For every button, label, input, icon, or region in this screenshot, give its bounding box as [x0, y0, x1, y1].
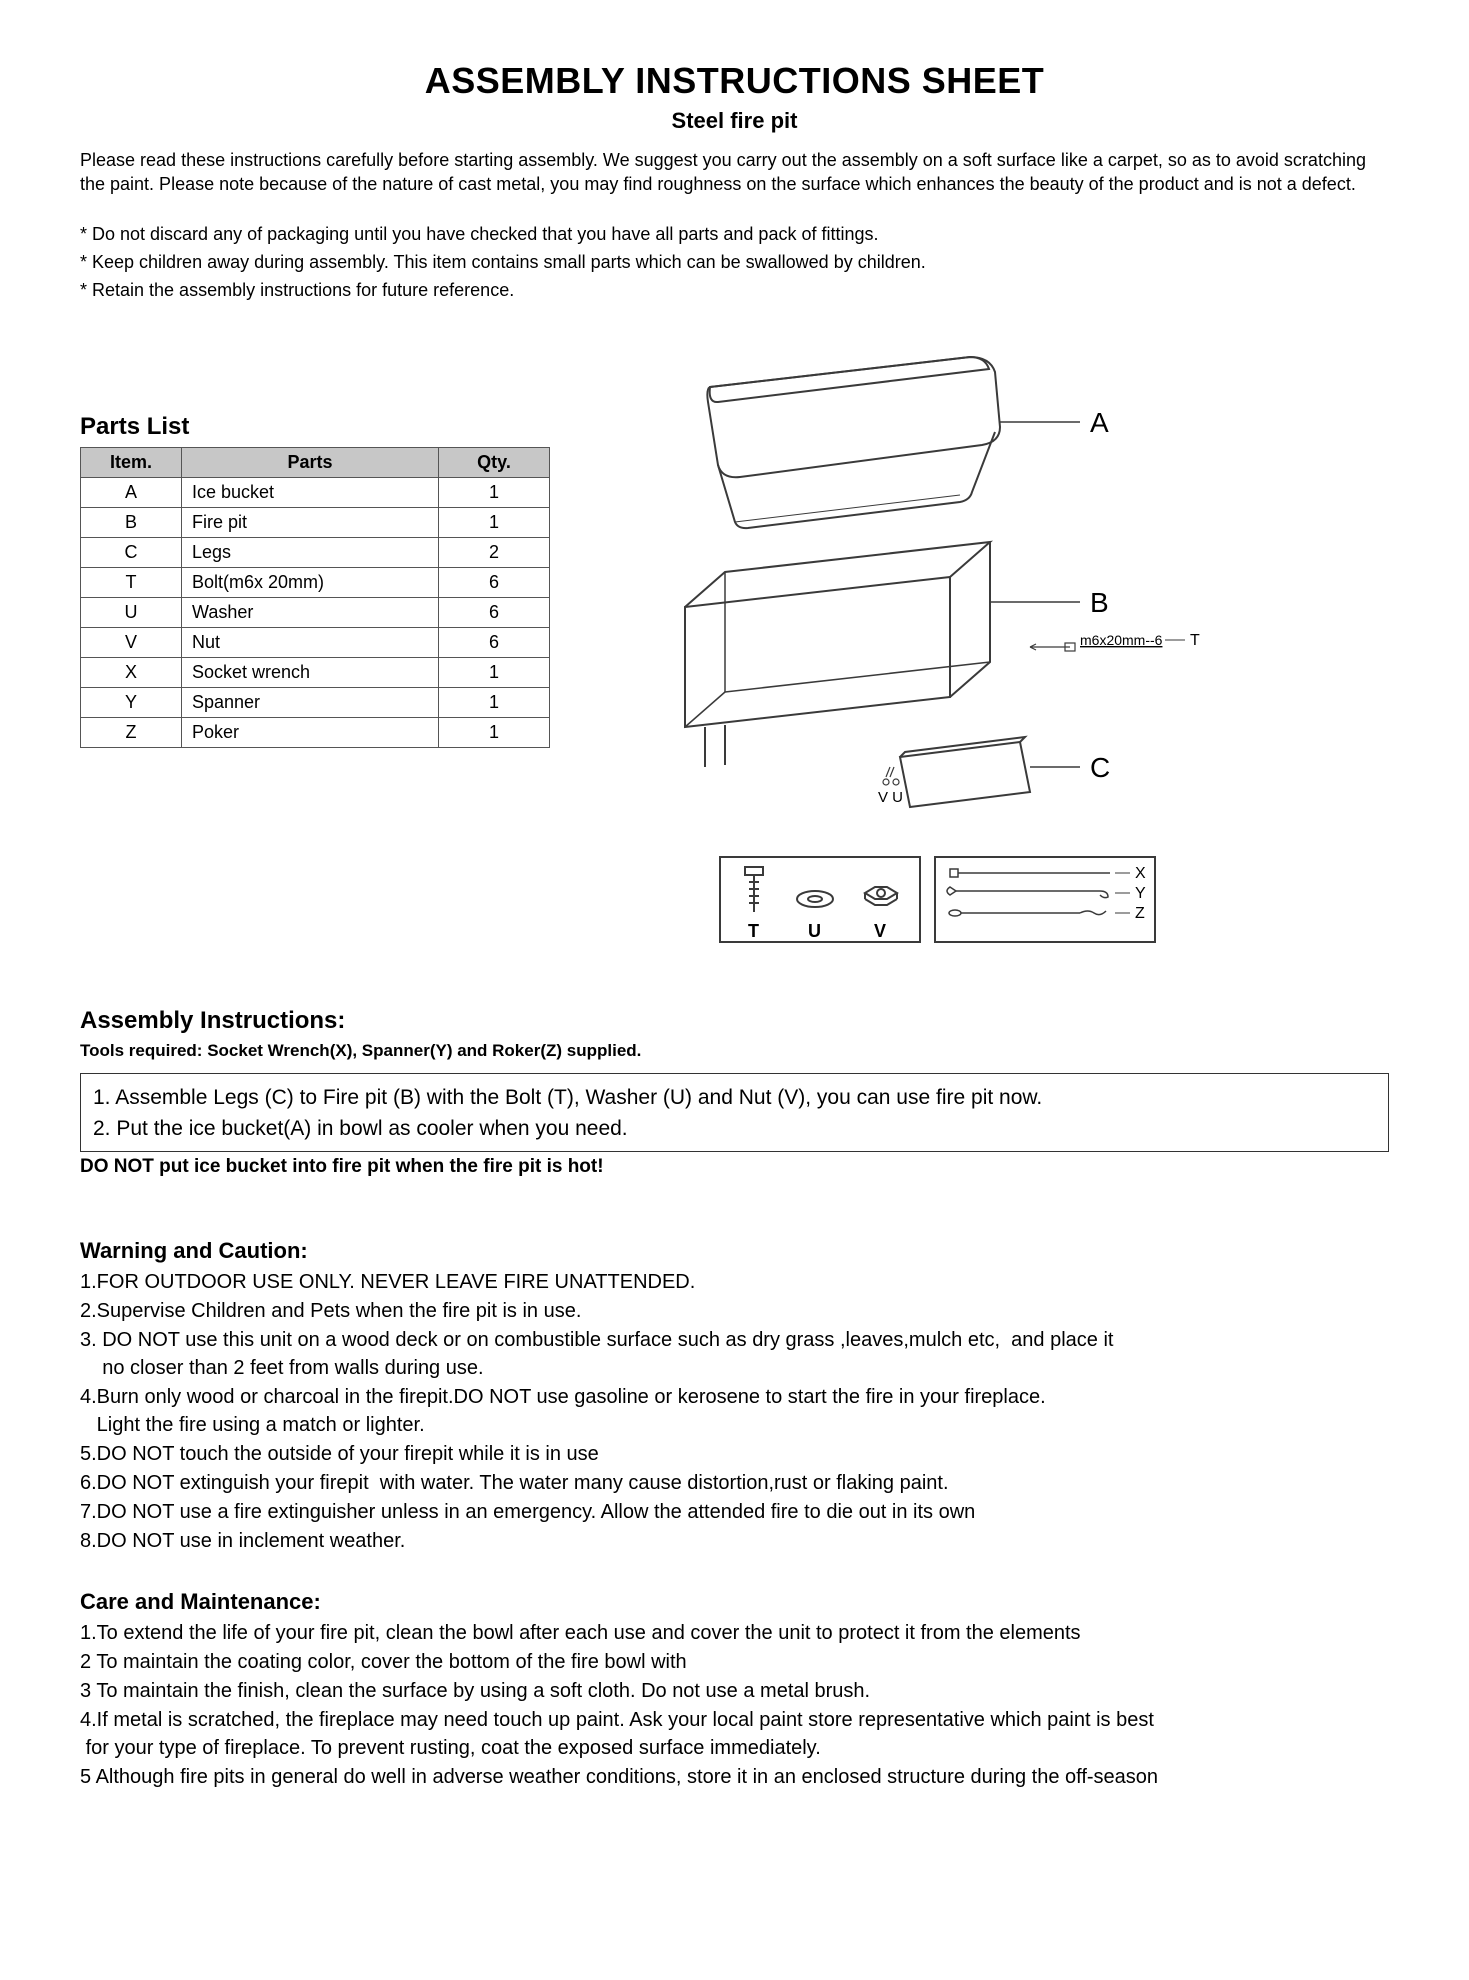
- cell-item: U: [81, 597, 182, 627]
- tools-required: Tools required: Socket Wrench(X), Spanne…: [80, 1041, 1389, 1061]
- note-line: * Do not discard any of packaging until …: [80, 221, 1389, 247]
- table-row: ZPoker1: [81, 717, 550, 747]
- col-parts: Parts: [182, 447, 439, 477]
- label-t: T: [748, 921, 759, 941]
- care-item: 1.To extend the life of your fire pit, c…: [80, 1619, 1389, 1647]
- warning-item: 1.FOR OUTDOOR USE ONLY. NEVER LEAVE FIRE…: [80, 1268, 1389, 1296]
- fire-pit-icon: [685, 542, 990, 767]
- cell-part: Ice bucket: [182, 477, 439, 507]
- warning-item: 2.Supervise Children and Pets when the f…: [80, 1297, 1389, 1325]
- bolt-spec: m6x20mm--6: [1080, 632, 1163, 648]
- label-v: V: [874, 921, 886, 941]
- cell-part: Washer: [182, 597, 439, 627]
- parts-list-heading: Parts List: [80, 413, 550, 441]
- cell-item: B: [81, 507, 182, 537]
- warning-item: 4.Burn only wood or charcoal in the fire…: [80, 1383, 1389, 1439]
- cell-qty: 6: [439, 597, 550, 627]
- cell-item: V: [81, 627, 182, 657]
- note-line: * Keep children away during assembly. Th…: [80, 249, 1389, 275]
- table-header-row: Item. Parts Qty.: [81, 447, 550, 477]
- care-item: 5 Although fire pits in general do well …: [80, 1763, 1389, 1791]
- document-page: ASSEMBLY INSTRUCTIONS SHEET Steel fire p…: [0, 0, 1469, 1980]
- label-u: U: [808, 921, 821, 941]
- cell-part: Spanner: [182, 687, 439, 717]
- table-row: UWasher6: [81, 597, 550, 627]
- label-y: Y: [1135, 885, 1146, 902]
- page-subtitle: Steel fire pit: [80, 108, 1389, 134]
- label-x: X: [1135, 865, 1146, 882]
- parts-and-diagram: Parts List Item. Parts Qty. AIce bucket1…: [80, 343, 1389, 987]
- cell-item: X: [81, 657, 182, 687]
- bolt-icon: [1030, 643, 1075, 651]
- cell-item: Z: [81, 717, 182, 747]
- table-row: CLegs2: [81, 537, 550, 567]
- cell-qty: 1: [439, 717, 550, 747]
- care-heading: Care and Maintenance:: [80, 1589, 1389, 1615]
- assembly-diagram: A B: [590, 347, 1310, 987]
- label-b: B: [1090, 587, 1109, 618]
- care-list: 1.To extend the life of your fire pit, c…: [80, 1619, 1389, 1791]
- diagram-column: A B: [590, 343, 1389, 987]
- label-bolt-t: T: [1190, 632, 1200, 649]
- warning-list: 1.FOR OUTDOOR USE ONLY. NEVER LEAVE FIRE…: [80, 1268, 1389, 1555]
- note-line: * Retain the assembly instructions for f…: [80, 277, 1389, 303]
- cell-item: A: [81, 477, 182, 507]
- hardware-box-tuv: T U V: [720, 857, 920, 942]
- table-row: TBolt(m6x 20mm)6: [81, 567, 550, 597]
- label-a: A: [1090, 407, 1109, 438]
- cell-item: T: [81, 567, 182, 597]
- cell-qty: 1: [439, 687, 550, 717]
- nut-washer-icon: [883, 767, 899, 785]
- cell-qty: 6: [439, 567, 550, 597]
- label-z: Z: [1135, 905, 1145, 922]
- cell-part: Socket wrench: [182, 657, 439, 687]
- parts-table: Item. Parts Qty. AIce bucket1BFire pit1C…: [80, 447, 550, 748]
- warning-item: 3. DO NOT use this unit on a wood deck o…: [80, 1326, 1389, 1382]
- warning-item: 5.DO NOT touch the outside of your firep…: [80, 1440, 1389, 1468]
- table-row: AIce bucket1: [81, 477, 550, 507]
- hot-warning: DO NOT put ice bucket into fire pit when…: [80, 1156, 1389, 1178]
- warning-item: 7.DO NOT use a fire extinguisher unless …: [80, 1498, 1389, 1526]
- care-item: 3 To maintain the finish, clean the surf…: [80, 1677, 1389, 1705]
- parts-column: Parts List Item. Parts Qty. AIce bucket1…: [80, 343, 550, 748]
- warning-item: 6.DO NOT extinguish your firepit with wa…: [80, 1469, 1389, 1497]
- cell-item: Y: [81, 687, 182, 717]
- cell-qty: 1: [439, 477, 550, 507]
- table-row: VNut6: [81, 627, 550, 657]
- cell-part: Legs: [182, 537, 439, 567]
- cell-part: Poker: [182, 717, 439, 747]
- page-title: ASSEMBLY INSTRUCTIONS SHEET: [80, 60, 1389, 102]
- assembly-steps-box: 1. Assemble Legs (C) to Fire pit (B) wit…: [80, 1073, 1389, 1152]
- hardware-box-xyz: X Y Z: [935, 857, 1155, 942]
- assembly-heading: Assembly Instructions:: [80, 1007, 1389, 1035]
- table-row: BFire pit1: [81, 507, 550, 537]
- step-2: 2. Put the ice bucket(A) in bowl as cool…: [93, 1113, 1376, 1145]
- table-row: YSpanner1: [81, 687, 550, 717]
- intro-paragraph: Please read these instructions carefully…: [80, 148, 1389, 197]
- cell-qty: 1: [439, 657, 550, 687]
- table-row: XSocket wrench1: [81, 657, 550, 687]
- care-item: 2 To maintain the coating color, cover t…: [80, 1648, 1389, 1676]
- warning-heading: Warning and Caution:: [80, 1238, 1389, 1264]
- cell-part: Nut: [182, 627, 439, 657]
- cell-qty: 1: [439, 507, 550, 537]
- care-item: 4.If metal is scratched, the fireplace m…: [80, 1706, 1389, 1762]
- col-qty: Qty.: [439, 447, 550, 477]
- warning-item: 8.DO NOT use in inclement weather.: [80, 1527, 1389, 1555]
- leg-icon: [900, 737, 1030, 807]
- cell-qty: 2: [439, 537, 550, 567]
- cell-qty: 6: [439, 627, 550, 657]
- col-item: Item.: [81, 447, 182, 477]
- safety-notes: * Do not discard any of packaging until …: [80, 221, 1389, 303]
- ice-bucket-icon: [707, 357, 1000, 528]
- label-vu: V U: [878, 789, 903, 806]
- cell-part: Fire pit: [182, 507, 439, 537]
- cell-item: C: [81, 537, 182, 567]
- label-c: C: [1090, 752, 1110, 783]
- cell-part: Bolt(m6x 20mm): [182, 567, 439, 597]
- step-1: 1. Assemble Legs (C) to Fire pit (B) wit…: [93, 1082, 1376, 1114]
